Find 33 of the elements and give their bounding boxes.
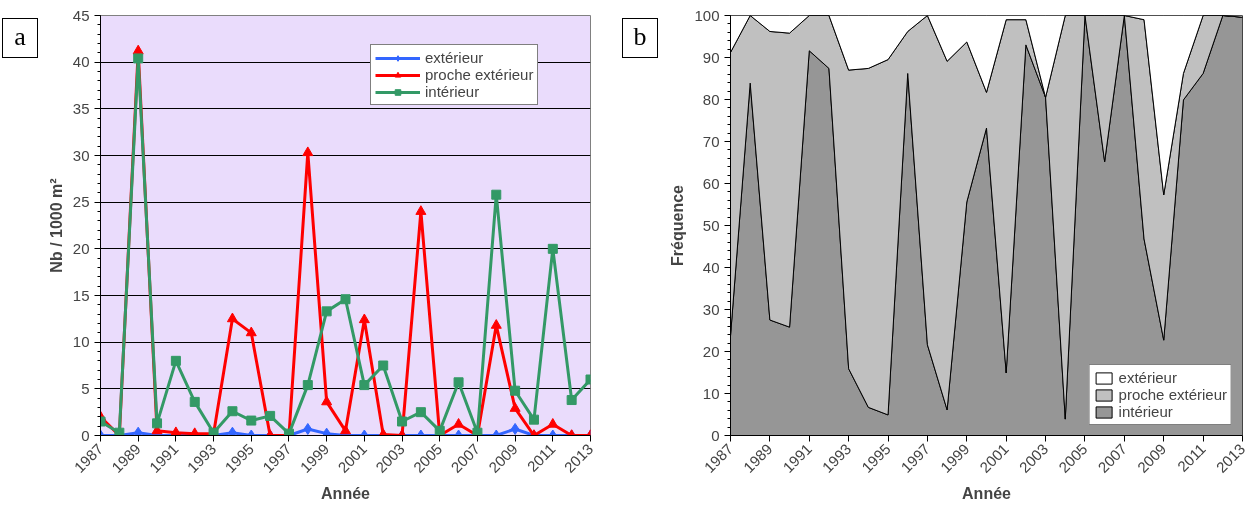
x-axis-title: Année [321, 485, 371, 503]
y-tick-label: 0 [711, 426, 720, 444]
x-axis-title: Année [962, 485, 1012, 503]
y-tick-label: 40 [702, 258, 720, 276]
legend-label: extérieur [425, 49, 484, 66]
y-tick-label: 0 [81, 426, 90, 444]
y-tick-label: 20 [72, 239, 90, 257]
y-tick-label: 35 [72, 99, 90, 117]
y-tick-label: 30 [72, 146, 90, 164]
legend-label: proche extérieur [425, 66, 534, 83]
legend-label: extérieur [1118, 369, 1177, 386]
text: a [14, 21, 26, 53]
y-tick-label: 50 [702, 216, 720, 234]
y-tick-label: 5 [81, 379, 90, 397]
y-axis-title: Fréquence [669, 184, 687, 266]
y-tick-label: 10 [702, 384, 720, 402]
legend-label: proche extérieur [1118, 386, 1227, 403]
y-tick-label: 100 [694, 6, 720, 24]
text: b [633, 21, 647, 53]
y-tick-label: 60 [702, 174, 720, 192]
y-tick-label: 70 [702, 132, 720, 150]
y-tick-label: 10 [72, 333, 90, 351]
legend-label: intérieur [1118, 403, 1173, 420]
y-tick-label: 20 [702, 342, 720, 360]
y-tick-label: 90 [702, 48, 720, 66]
y-tick-label: 25 [72, 193, 90, 211]
y-tick-label: 80 [702, 90, 720, 108]
legend-label: intérieur [425, 83, 480, 100]
y-axis-title: Nb / 1000 m² [47, 178, 65, 273]
y-tick-label: 30 [702, 300, 720, 318]
y-tick-label: 15 [72, 286, 90, 304]
y-tick-label: 40 [72, 53, 90, 71]
y-tick-label: 45 [72, 6, 90, 24]
